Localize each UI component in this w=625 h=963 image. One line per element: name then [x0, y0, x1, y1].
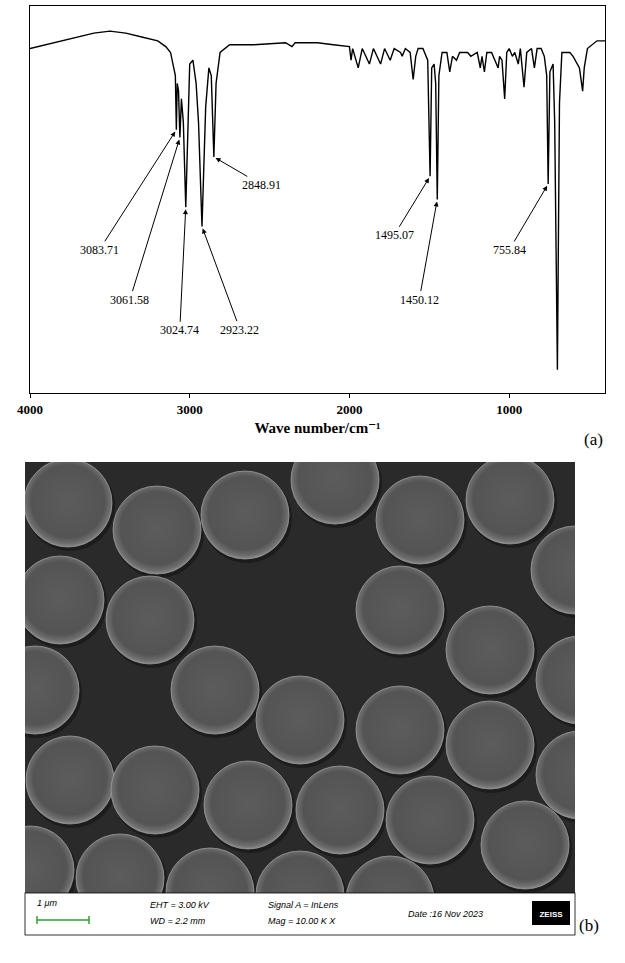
- svg-text:4000: 4000: [17, 402, 43, 417]
- svg-text:3061.58: 3061.58: [110, 293, 149, 307]
- svg-text:3024.74: 3024.74: [160, 323, 199, 337]
- svg-text:(b): (b): [579, 916, 599, 935]
- svg-text:Signal A = InLens: Signal A = InLens: [268, 900, 339, 910]
- svg-text:Wave number/cm⁻¹: Wave number/cm⁻¹: [254, 420, 380, 436]
- svg-text:3083.71: 3083.71: [80, 243, 119, 257]
- svg-text:2000: 2000: [336, 402, 362, 417]
- svg-text:2923.22: 2923.22: [220, 323, 259, 337]
- svg-text:3000: 3000: [177, 402, 203, 417]
- svg-text:Date :16 Nov 2023: Date :16 Nov 2023: [408, 909, 483, 919]
- svg-text:EHT = 3.00 kV: EHT = 3.00 kV: [150, 900, 210, 910]
- svg-text:WD = 2.2 mm: WD = 2.2 mm: [150, 916, 206, 926]
- svg-text:755.84: 755.84: [493, 243, 526, 257]
- svg-text:1 μm: 1 μm: [37, 898, 57, 908]
- svg-text:2848.91: 2848.91: [242, 178, 281, 192]
- svg-text:ZEISS: ZEISS: [539, 910, 563, 919]
- svg-text:1000: 1000: [496, 402, 522, 417]
- svg-text:Mag = 10.00 K X: Mag = 10.00 K X: [268, 916, 336, 926]
- svg-text:1495.07: 1495.07: [375, 228, 414, 242]
- svg-text:(a): (a): [584, 430, 603, 449]
- svg-text:1450.12: 1450.12: [400, 293, 439, 307]
